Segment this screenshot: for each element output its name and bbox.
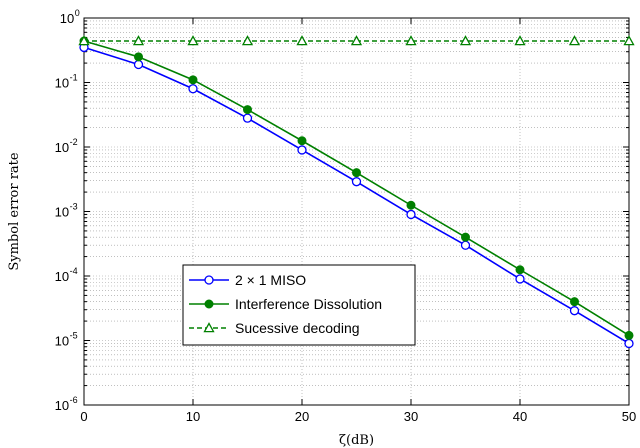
y-tick-label-exponent: -5 <box>70 331 78 341</box>
marker-filled-circle <box>624 330 634 340</box>
marker-filled-circle <box>204 299 214 309</box>
y-tick-label-base: 10 <box>55 205 69 220</box>
y-tick-label-exponent: -2 <box>70 137 78 147</box>
marker-open-circle <box>406 209 416 220</box>
marker-triangle <box>623 35 635 46</box>
marker-filled-circle <box>406 200 416 210</box>
series-2-1-miso <box>79 42 634 349</box>
legend-entry: Interference Dissolution <box>189 296 382 312</box>
marker-triangle <box>514 35 526 46</box>
marker-open-circle <box>569 306 580 316</box>
marker-triangle <box>296 35 308 46</box>
marker-filled-circle <box>352 168 361 178</box>
series-sucessive-decoding <box>78 35 635 46</box>
marker-open-circle <box>188 84 198 94</box>
marker-filled-circle <box>243 105 252 115</box>
x-tick-label: 10 <box>186 409 200 424</box>
series-interference-dissolution <box>79 36 634 340</box>
marker-filled-circle <box>188 75 198 85</box>
legend-label: Sucessive decoding <box>235 320 360 336</box>
x-axis-title: ζ(dB) <box>339 433 374 448</box>
marker-open-circle <box>460 240 471 250</box>
marker-open-circle <box>624 338 634 349</box>
x-tick-label: 50 <box>622 409 636 424</box>
marker-triangle <box>241 35 254 46</box>
marker-open-circle <box>204 275 214 285</box>
y-tick-label: 10 -1 <box>55 73 78 91</box>
marker-filled-circle <box>461 232 470 242</box>
grid <box>84 18 629 405</box>
marker-triangle <box>132 35 145 46</box>
marker-triangle <box>405 35 417 46</box>
y-axis-title: Symbol error rate <box>7 152 22 271</box>
y-tick-label: 10 -6 <box>55 395 78 413</box>
marker-open-circle <box>351 177 362 187</box>
marker-open-circle <box>297 145 307 155</box>
y-tick-label-exponent: -3 <box>70 202 78 212</box>
y-tick-label-base: 10 <box>55 334 69 349</box>
y-tick-label-base: 10 <box>55 398 69 413</box>
marker-filled-circle <box>297 136 307 146</box>
marker-triangle <box>350 35 363 46</box>
x-tick-label: 30 <box>404 409 418 424</box>
legend: 2 × 1 MISO Interference Dissolution Sucess… <box>182 264 416 346</box>
x-tick-label: 0 <box>80 409 87 424</box>
y-tick-label: 10 0 <box>60 8 80 26</box>
x-tick-label: 20 <box>295 409 309 424</box>
marker-open-circle <box>242 113 253 123</box>
y-tick-label-base: 10 <box>55 76 69 91</box>
y-tick-label-exponent: -6 <box>70 395 78 405</box>
marker-filled-circle <box>515 265 525 275</box>
legend-label: Interference Dissolution <box>235 296 382 312</box>
marker-triangle <box>459 35 472 46</box>
legend-label: 2 × 1 MISO <box>235 272 306 288</box>
x-tick-labels: 0 10 20 30 40 50 <box>80 409 636 424</box>
y-tick-label-base: 10 <box>60 11 74 26</box>
y-tick-label: 10 -3 <box>55 202 78 220</box>
y-tick-label-exponent: 0 <box>75 8 80 18</box>
axis-ticks <box>83 17 630 406</box>
marker-open-circle <box>133 59 144 70</box>
y-tick-label-exponent: -4 <box>70 266 78 276</box>
marker-open-circle <box>515 274 525 284</box>
marker-triangle <box>187 35 199 46</box>
legend-box <box>182 264 416 346</box>
y-tick-label: 10 -4 <box>55 266 78 284</box>
marker-triangle <box>203 322 215 333</box>
y-tick-label: 10 -5 <box>55 331 78 349</box>
legend-entry: Sucessive decoding <box>189 320 360 336</box>
marker-triangle <box>78 35 90 46</box>
legend-entry: 2 × 1 MISO <box>189 272 306 288</box>
marker-triangle <box>568 35 581 46</box>
y-tick-label-exponent: -1 <box>70 73 78 83</box>
marker-filled-circle <box>570 297 579 307</box>
y-tick-label-base: 10 <box>55 269 69 284</box>
series-lines <box>78 35 635 349</box>
y-tick-label-base: 10 <box>55 140 69 155</box>
x-tick-label: 40 <box>513 409 527 424</box>
marker-filled-circle <box>134 52 143 62</box>
y-tick-label: 10 -2 <box>55 137 78 155</box>
